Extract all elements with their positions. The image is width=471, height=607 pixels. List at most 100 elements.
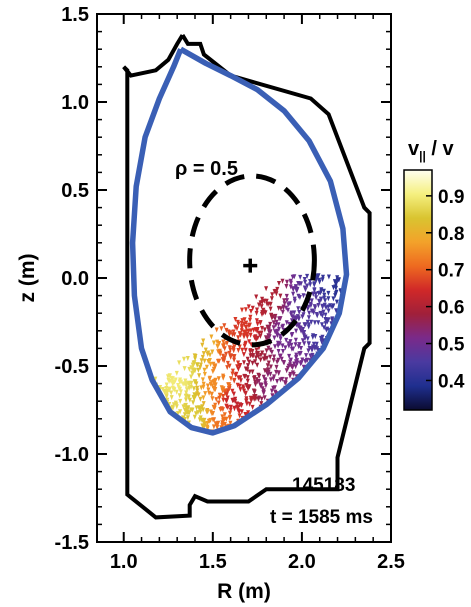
fast-ion-marker xyxy=(187,366,192,372)
fast-ion-marker xyxy=(296,281,301,286)
fast-ion-marker xyxy=(227,415,232,421)
fast-ion-marker xyxy=(187,410,192,416)
fast-ion-marker xyxy=(231,348,236,354)
fast-ion-marker xyxy=(207,418,212,424)
fast-ion-marker xyxy=(261,307,266,313)
fast-ion-marker xyxy=(269,296,274,302)
fast-ion-marker xyxy=(312,287,317,293)
fast-ion-marker xyxy=(299,346,303,351)
fast-ion-marker xyxy=(232,357,237,363)
fast-ion-marker xyxy=(204,409,209,415)
fast-ion-marker xyxy=(292,315,297,321)
fast-ion-marker xyxy=(236,360,241,366)
fast-ion-marker xyxy=(303,279,308,285)
x-tick-label: 1.0 xyxy=(110,551,138,573)
fast-ion-marker xyxy=(287,353,292,359)
fast-ion-marker xyxy=(253,359,258,365)
fast-ion-marker xyxy=(312,282,317,288)
fast-ion-marker xyxy=(275,379,280,384)
fast-ion-marker xyxy=(229,376,233,382)
fast-ion-marker xyxy=(277,316,282,322)
fast-ion-marker xyxy=(326,274,331,280)
y-tick-label: 1.0 xyxy=(61,92,89,114)
fast-ion-marker xyxy=(317,299,322,305)
fast-ion-marker xyxy=(257,395,262,401)
fast-ion-marker xyxy=(335,277,340,283)
rho-contour xyxy=(187,173,317,348)
fast-ion-marker xyxy=(185,356,190,361)
fast-ion-marker xyxy=(271,320,276,326)
fast-ion-marker xyxy=(302,322,307,328)
fast-ion-marker xyxy=(226,386,231,392)
fast-ion-marker xyxy=(289,342,294,348)
fast-ion-marker xyxy=(177,393,182,399)
fast-ion-marker xyxy=(216,349,221,355)
fast-ion-marker xyxy=(162,389,167,395)
fast-ion-marker xyxy=(182,412,187,418)
fast-ion-marker xyxy=(195,388,200,394)
fast-ion-marker xyxy=(252,394,257,400)
fast-ion-marker xyxy=(226,382,231,388)
fast-ion-marker xyxy=(228,407,233,413)
fast-ion-marker xyxy=(334,281,339,287)
fast-ion-marker xyxy=(306,324,311,330)
fast-ion-marker xyxy=(182,366,187,372)
fast-ion-marker xyxy=(261,390,266,396)
fast-ion-marker xyxy=(254,347,259,353)
fast-ion-marker xyxy=(277,353,282,359)
fast-ion-marker xyxy=(236,375,241,381)
fast-ion-marker xyxy=(236,408,241,414)
fast-ion-marker xyxy=(314,312,319,317)
fast-ion-marker xyxy=(273,316,277,322)
fast-ion-marker xyxy=(299,360,304,366)
fast-ion-marker xyxy=(232,378,237,384)
fast-ion-marker xyxy=(296,344,301,350)
fast-ion-marker xyxy=(322,292,327,298)
fast-ion-marker xyxy=(209,391,214,397)
fast-ion-marker xyxy=(209,411,214,417)
fast-ion-marker xyxy=(210,396,215,402)
fast-ion-marker xyxy=(206,359,211,364)
fast-ion-marker xyxy=(246,410,251,416)
fast-ion-marker xyxy=(311,333,315,339)
fast-ion-marker xyxy=(178,398,183,404)
fast-ion-marker xyxy=(217,341,222,346)
fast-ion-marker xyxy=(305,306,310,312)
fast-ion-marker xyxy=(248,317,252,323)
fast-ion-marker xyxy=(271,358,276,363)
fast-ion-marker xyxy=(192,367,197,373)
fast-ion-marker xyxy=(169,395,174,401)
fast-ion-marker xyxy=(310,346,315,352)
fast-ion-marker xyxy=(316,320,321,326)
fast-ion-marker xyxy=(273,322,278,328)
fast-ion-marker xyxy=(201,407,206,413)
fast-ion-marker xyxy=(242,360,246,366)
fast-ion-marker xyxy=(308,301,313,307)
fast-ion-marker xyxy=(195,362,200,368)
fast-ion-marker xyxy=(238,402,243,408)
fast-ion-marker xyxy=(164,382,169,388)
fast-ion-marker xyxy=(224,392,229,398)
fast-ion-marker xyxy=(240,318,245,324)
fast-ion-marker xyxy=(268,306,273,312)
fast-ion-marker xyxy=(249,309,253,314)
y-tick-label: 0.5 xyxy=(61,180,89,202)
fast-ion-marker xyxy=(266,367,270,373)
fast-ion-marker xyxy=(237,344,242,350)
fast-ion-marker xyxy=(183,393,188,399)
fast-ion-marker xyxy=(239,409,244,415)
fast-ion-marker xyxy=(282,298,287,304)
fast-ion-marker xyxy=(239,328,244,334)
fast-ion-marker xyxy=(206,350,211,356)
fast-ion-marker xyxy=(198,362,203,368)
fast-ion-marker xyxy=(232,354,237,360)
fast-ion-marker xyxy=(196,367,201,373)
fast-ion-marker xyxy=(252,376,257,381)
fast-ion-marker xyxy=(237,413,242,419)
fast-ion-marker xyxy=(322,302,327,308)
fast-ion-marker xyxy=(273,344,277,350)
fast-ion-marker xyxy=(221,343,226,349)
fast-ion-marker xyxy=(264,286,269,292)
fast-ion-marker xyxy=(234,371,239,377)
fast-ion-marker xyxy=(221,373,226,379)
